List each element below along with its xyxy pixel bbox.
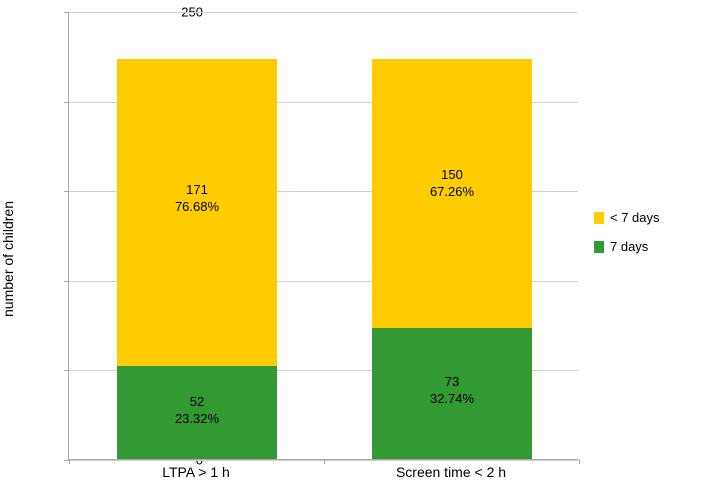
bar-segment-7days: 52 23.32% bbox=[117, 366, 277, 459]
bar-segment-lt7days: 171 76.68% bbox=[117, 59, 277, 365]
bar-value: 52 bbox=[190, 394, 204, 409]
x-category-label: LTPA > 1 h bbox=[162, 464, 230, 480]
y-tick-mark bbox=[64, 370, 69, 371]
y-axis-label: number of children bbox=[0, 201, 16, 317]
bar-value: 73 bbox=[445, 374, 459, 389]
bar-percent: 32.74% bbox=[430, 391, 474, 406]
y-tick-mark bbox=[64, 12, 69, 13]
x-tick-mark bbox=[579, 459, 580, 464]
y-tick-mark bbox=[64, 191, 69, 192]
bar-segment-lt7days: 150 67.26% bbox=[372, 59, 532, 328]
y-tick-mark bbox=[64, 102, 69, 103]
x-tick-mark bbox=[324, 459, 325, 464]
x-tick-mark bbox=[69, 459, 70, 464]
legend-swatch bbox=[594, 241, 604, 253]
legend-label: < 7 days bbox=[610, 210, 660, 225]
chart-container: number of children 0 50 100 150 200 250 … bbox=[0, 0, 717, 502]
y-tick-mark bbox=[64, 281, 69, 282]
legend-label: 7 days bbox=[610, 239, 648, 254]
bar-percent: 23.32% bbox=[175, 411, 219, 426]
legend-item-7days: 7 days bbox=[594, 239, 660, 254]
legend: < 7 days 7 days bbox=[594, 210, 660, 268]
bar-value: 150 bbox=[441, 167, 463, 182]
bar-percent: 67.26% bbox=[430, 184, 474, 199]
gridline bbox=[69, 12, 578, 13]
plot-area: 52 23.32% 171 76.68% 73 32.74% bbox=[68, 12, 578, 460]
x-category-label: Screen time < 2 h bbox=[396, 464, 506, 480]
bar-value: 171 bbox=[186, 182, 208, 197]
legend-item-lt7days: < 7 days bbox=[594, 210, 660, 225]
bar-percent: 76.68% bbox=[175, 199, 219, 214]
bar-segment-7days: 73 32.74% bbox=[372, 328, 532, 459]
legend-swatch bbox=[594, 212, 604, 224]
